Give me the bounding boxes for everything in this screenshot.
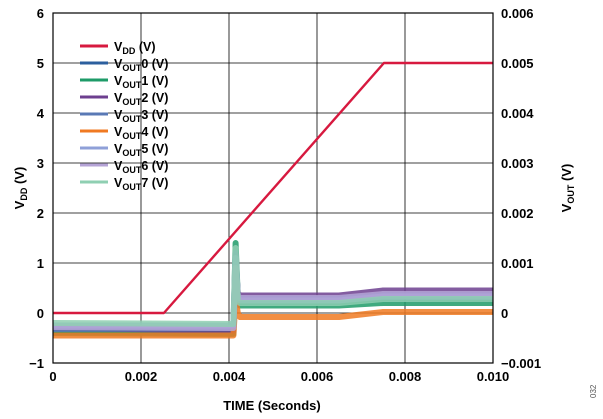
right-y-tick-label: 0.002: [501, 206, 534, 221]
figure-id: 032: [589, 384, 598, 398]
x-tick-label: 0.004: [213, 369, 246, 384]
legend-entry: VOUT4 (V): [114, 125, 168, 141]
left-y-tick-label: 0: [37, 306, 44, 321]
x-tick-label: 0.006: [301, 369, 334, 384]
left-y-tick-label: 3: [37, 156, 44, 171]
x-tick-label: 0.002: [125, 369, 158, 384]
left-y-tick-label: 5: [37, 56, 44, 71]
left-y-tick-label: 6: [37, 6, 44, 21]
legend-entry: VOUT6 (V): [114, 159, 168, 175]
legend-entry: VOUT5 (V): [114, 142, 168, 158]
legend-entry: VDD (V): [114, 40, 155, 56]
x-tick-label: 0.010: [477, 369, 510, 384]
plot-area: [52, 61, 494, 339]
right-y-tick-label: 0.006: [501, 6, 534, 21]
right-y-tick-label: 0.005: [501, 56, 534, 71]
x-tick-label: 0.008: [389, 369, 422, 384]
series-line-0: [53, 61, 493, 315]
right-y-tick-label: 0.003: [501, 156, 534, 171]
plot-frame: [52, 12, 494, 364]
left-y-tick-label: −1: [29, 356, 44, 371]
right-y-tick-label: 0.001: [501, 256, 534, 271]
x-tick-label: 0: [49, 369, 56, 384]
right-y-tick-label: 0: [501, 306, 508, 321]
legend-entry: VOUT0 (V): [114, 57, 168, 73]
left-y-tick-label: 2: [37, 206, 44, 221]
legend-entry: VOUT7 (V): [114, 176, 168, 192]
right-y-tick-label: 0.004: [501, 106, 534, 121]
legend-entry: VOUT3 (V): [114, 108, 168, 124]
legend: VDD (V)VOUT0 (V)VOUT1 (V)VOUT2 (V)VOUT3 …: [80, 40, 168, 192]
legend-entry: VOUT2 (V): [114, 91, 168, 107]
left-y-tick-label: 1: [37, 256, 44, 271]
tick-labels: 0 0.002 0.004 0.006 0.008 0.010 −1 0 1 2 3 4 5 6 −0.00…: [29, 6, 541, 384]
left-y-tick-label: 4: [37, 106, 45, 121]
x-axis-title: TIME (Seconds): [223, 398, 321, 413]
legend-entry: VOUT1 (V): [114, 74, 168, 90]
series-line-8: [52, 245, 493, 327]
right-y-tick-label: −0.001: [501, 356, 541, 371]
right-axis-title: VOUT (V): [559, 164, 576, 213]
left-axis-title: VDD (V): [12, 167, 29, 210]
